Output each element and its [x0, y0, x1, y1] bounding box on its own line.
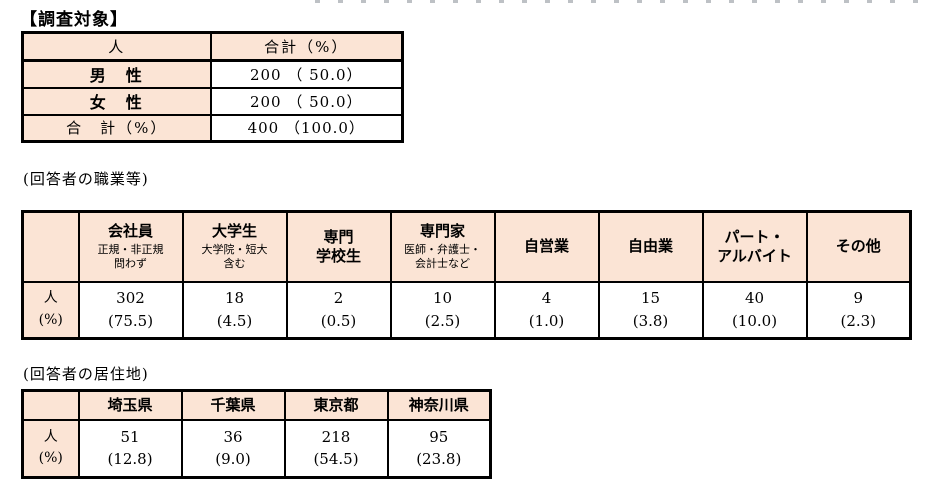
header-chiba: 千葉県	[180, 389, 286, 421]
table-row-female: 女 性 200 （ 50.0）	[21, 86, 404, 116]
percent-value: (9.0)	[215, 450, 251, 469]
percent-value: (75.5)	[107, 311, 154, 330]
cell-freelance: 15 (3.8)	[597, 280, 704, 340]
percent-value: (2.5)	[424, 311, 461, 330]
cell-specialist: 10 (2.5)	[389, 280, 496, 340]
occupation-table: 会社員 正規・非正規 問わず 大学生 大学院・短大 含む 専門 学校生 専門家 …	[21, 210, 912, 340]
header-title: 自由業	[627, 237, 673, 256]
percent-value: (0.5)	[320, 311, 357, 330]
header-vocational-student: 専門 学校生	[285, 210, 392, 283]
table-header-row: 人 合計（%）	[21, 31, 404, 62]
percent-value: (12.8)	[107, 450, 153, 469]
count-value: 51	[120, 427, 140, 446]
header-title: 自営業	[523, 237, 569, 256]
table-data-row: 人 (%) 302 (75.5) 18 (4.5) 2 (0.5) 10 (2.…	[21, 280, 912, 340]
row-label-count-percent: 人 (%)	[21, 280, 80, 340]
header-blank-corner	[21, 210, 80, 283]
header-saitama: 埼玉県	[77, 389, 183, 421]
cell-vocational-student: 2 (0.5)	[285, 280, 392, 340]
count-value: 95	[429, 427, 449, 446]
count-value: 302	[116, 289, 145, 308]
count-value: 18	[224, 289, 245, 308]
cell-kanagawa: 95 (23.8)	[386, 418, 492, 479]
percent-value: (2.3)	[840, 311, 877, 330]
percent-value: (3.8)	[632, 311, 669, 330]
header-blank-corner	[21, 389, 80, 421]
header-self-employed: 自営業	[493, 210, 600, 283]
row-label-male: 男 性	[21, 59, 212, 89]
header-subtitle: 正規・非正規 問わず	[97, 242, 164, 271]
count-value: 9	[853, 289, 864, 308]
table-data-row: 人 (%) 51 (12.8) 36 (9.0) 218 (54.5) 95 (…	[21, 418, 492, 479]
percent-value: (23.8)	[416, 450, 462, 469]
cell-part-time: 40 (10.0)	[701, 280, 808, 340]
header-company-employee: 会社員 正規・非正規 問わず	[77, 210, 184, 283]
count-value: 4	[541, 289, 552, 308]
cell-self-employed: 4 (1.0)	[493, 280, 600, 340]
header-title: その他	[835, 237, 881, 256]
table-header-row: 埼玉県 千葉県 東京都 神奈川県	[21, 389, 492, 421]
percent-value: (54.5)	[313, 450, 359, 469]
caption-occupation: (回答者の職業等)	[23, 170, 149, 188]
header-subtitle: 大学院・短大 含む	[201, 242, 268, 271]
count-value: 40	[744, 289, 765, 308]
count-value: 15	[640, 289, 661, 308]
header-title: 会社員	[107, 222, 153, 241]
residence-table: 埼玉県 千葉県 東京都 神奈川県 人 (%) 51 (12.8) 36 (9.0…	[21, 389, 492, 479]
header-subtitle: 医師・弁護士・ 会計士など	[404, 242, 481, 271]
header-university-student: 大学生 大学院・短大 含む	[181, 210, 288, 283]
percent-value: (4.5)	[216, 311, 253, 330]
header-tokyo: 東京都	[283, 389, 389, 421]
value-total: 400 （100.0）	[209, 113, 404, 143]
count-value: 2	[333, 289, 344, 308]
header-part-time: パート・ アルバイト	[701, 210, 808, 283]
percent-value: (10.0)	[731, 311, 778, 330]
header-freelance: 自由業	[597, 210, 704, 283]
header-title: 神奈川県	[408, 395, 469, 414]
header-title: 千葉県	[210, 395, 256, 414]
header-kanagawa: 神奈川県	[386, 389, 492, 421]
table-row-male: 男 性 200 （ 50.0）	[21, 59, 404, 89]
header-other: その他	[805, 210, 912, 283]
cell-university-student: 18 (4.5)	[181, 280, 288, 340]
table-row-total: 合 計（%） 400 （100.0）	[21, 113, 404, 143]
header-title: 埼玉県	[107, 395, 153, 414]
table-header-row: 会社員 正規・非正規 問わず 大学生 大学院・短大 含む 専門 学校生 専門家 …	[21, 210, 912, 283]
count-value: 36	[223, 427, 243, 446]
value-female: 200 （ 50.0）	[209, 86, 404, 116]
header-person: 人	[21, 31, 212, 62]
row-label-female: 女 性	[21, 86, 212, 116]
row-label-count-percent: 人 (%)	[21, 418, 80, 479]
row-label-total: 合 計（%）	[21, 113, 212, 143]
cell-saitama: 51 (12.8)	[77, 418, 183, 479]
percent-value: (1.0)	[528, 311, 565, 330]
header-title: パート・ アルバイト	[717, 228, 792, 265]
cell-company-employee: 302 (75.5)	[77, 280, 184, 340]
header-total-percent: 合計（%）	[209, 31, 404, 62]
header-title: 専門 学校生	[315, 228, 361, 265]
cell-tokyo: 218 (54.5)	[283, 418, 389, 479]
survey-target-table: 人 合計（%） 男 性 200 （ 50.0） 女 性 200 （ 50.0） …	[21, 31, 404, 143]
header-specialist: 専門家 医師・弁護士・ 会計士など	[389, 210, 496, 283]
cell-other: 9 (2.3)	[805, 280, 912, 340]
cropped-title-remnant	[315, 0, 933, 3]
count-value: 218	[321, 427, 351, 446]
cell-chiba: 36 (9.0)	[180, 418, 286, 479]
value-male: 200 （ 50.0）	[209, 59, 404, 89]
header-title: 専門家	[419, 222, 465, 241]
caption-residence: (回答者の居住地)	[23, 365, 149, 383]
header-title: 大学生	[211, 222, 257, 241]
header-title: 東京都	[313, 395, 359, 414]
count-value: 10	[432, 289, 453, 308]
section-title-survey-target: 【調査対象】	[20, 10, 128, 30]
